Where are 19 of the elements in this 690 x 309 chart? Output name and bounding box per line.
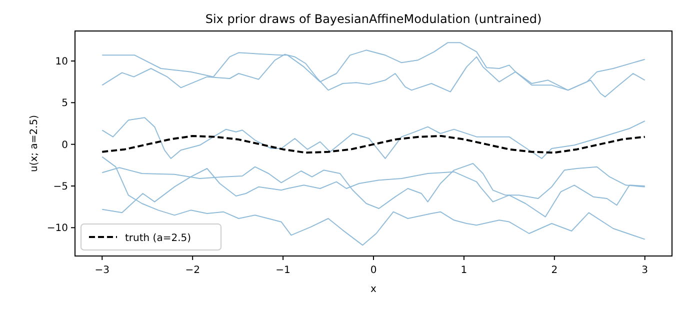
x-tick-label: −3: [94, 265, 110, 276]
x-axis-title: x: [370, 284, 377, 295]
x-tick-label: 2: [551, 265, 558, 276]
legend-label: truth (a=2.5): [125, 233, 192, 244]
line-series: [101, 135, 646, 154]
x-tick-label: −2: [185, 265, 200, 276]
y-tick-label: 10: [55, 56, 68, 68]
y-tick-label: −5: [53, 182, 68, 192]
y-tick-label: −10: [46, 223, 68, 234]
line-series: [102, 156, 646, 246]
x-tick-label: 1: [460, 265, 468, 276]
x-tick-label: 3: [642, 265, 648, 276]
x-tick-label: −1: [276, 265, 290, 276]
y-tick-label: 5: [62, 98, 68, 110]
line-series: [102, 117, 646, 159]
y-tick-label: 0: [62, 140, 68, 151]
chart-title: Six prior draws of BayesianAffineModulation (untrained): [205, 12, 542, 26]
y-axis-title: u(x; a=2.5): [29, 114, 40, 172]
x-tick-label: 0: [370, 265, 377, 276]
